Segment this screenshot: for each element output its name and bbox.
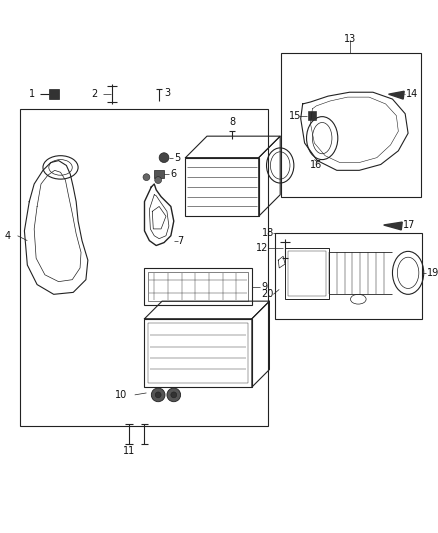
Text: 2: 2 bbox=[91, 89, 97, 99]
Bar bbox=[145, 319, 252, 387]
Bar bbox=[148, 272, 248, 301]
Ellipse shape bbox=[167, 388, 180, 402]
Text: 6: 6 bbox=[171, 169, 177, 179]
Text: 10: 10 bbox=[115, 390, 127, 400]
Ellipse shape bbox=[155, 176, 162, 183]
Bar bbox=[148, 322, 248, 383]
Ellipse shape bbox=[155, 392, 161, 398]
Bar bbox=[145, 268, 252, 305]
Ellipse shape bbox=[151, 388, 165, 402]
Text: 16: 16 bbox=[310, 160, 322, 171]
Bar bbox=[154, 171, 164, 178]
Polygon shape bbox=[384, 222, 402, 230]
Bar bbox=[307, 111, 316, 119]
Ellipse shape bbox=[159, 153, 169, 163]
Polygon shape bbox=[389, 91, 404, 99]
Text: 4: 4 bbox=[5, 231, 11, 241]
Ellipse shape bbox=[143, 174, 150, 181]
Text: 17: 17 bbox=[403, 220, 416, 230]
Text: 11: 11 bbox=[123, 446, 135, 456]
Text: 8: 8 bbox=[230, 117, 235, 126]
Text: 5: 5 bbox=[174, 152, 180, 163]
Text: 12: 12 bbox=[256, 244, 268, 253]
Bar bbox=[20, 109, 268, 426]
Text: 14: 14 bbox=[406, 89, 418, 99]
Bar bbox=[276, 233, 422, 319]
Text: 7: 7 bbox=[178, 236, 184, 246]
Text: 15: 15 bbox=[289, 111, 301, 120]
Bar bbox=[49, 90, 59, 99]
Text: 3: 3 bbox=[164, 88, 170, 98]
Text: 20: 20 bbox=[261, 289, 274, 300]
Bar bbox=[285, 248, 329, 299]
Text: 18: 18 bbox=[261, 228, 274, 238]
Bar bbox=[281, 53, 421, 197]
Text: 9: 9 bbox=[261, 281, 268, 292]
Text: 19: 19 bbox=[427, 268, 438, 278]
Bar bbox=[288, 252, 326, 296]
Text: 1: 1 bbox=[29, 89, 35, 99]
Bar bbox=[186, 158, 259, 216]
Ellipse shape bbox=[171, 392, 177, 398]
Text: 13: 13 bbox=[344, 34, 357, 44]
